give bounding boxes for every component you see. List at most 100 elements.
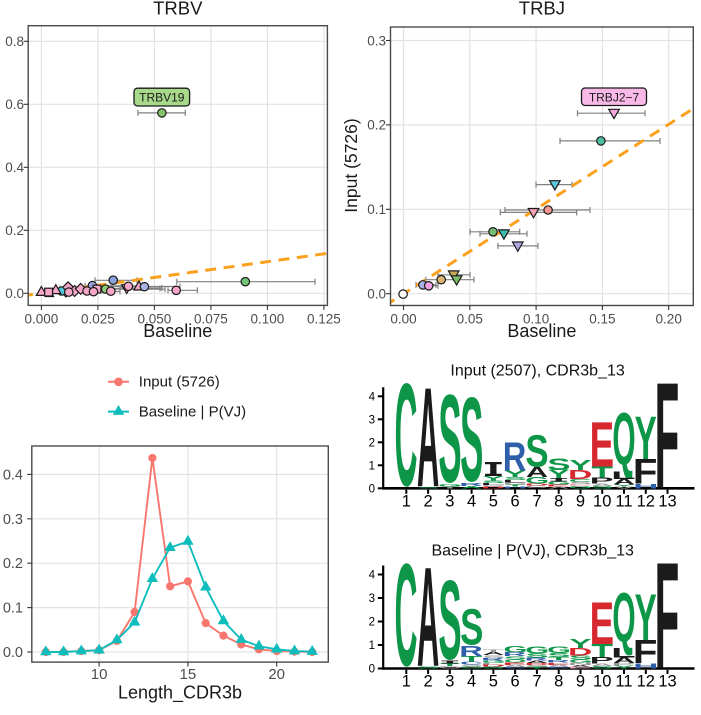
svg-text:6: 6 <box>511 492 520 510</box>
svg-text:S: S <box>504 476 527 481</box>
svg-text:0.20: 0.20 <box>656 312 682 327</box>
svg-text:6: 6 <box>511 672 520 690</box>
svg-text:Baseline: Baseline <box>507 321 576 341</box>
svg-text:S: S <box>525 426 548 476</box>
svg-text:Y: Y <box>504 469 526 479</box>
svg-text:L: L <box>502 479 527 483</box>
svg-text:G: G <box>482 485 506 487</box>
svg-text:A: A <box>569 664 592 667</box>
svg-text:E: E <box>590 410 614 481</box>
svg-text:C: C <box>460 661 483 666</box>
svg-text:0.10: 0.10 <box>523 312 549 327</box>
svg-text:10: 10 <box>593 672 611 690</box>
svg-text:D: D <box>524 662 548 665</box>
svg-text:E: E <box>503 662 527 666</box>
svg-text:R: R <box>481 657 505 661</box>
svg-text:0.4: 0.4 <box>5 160 24 175</box>
svg-text:E: E <box>568 666 592 669</box>
svg-text:2: 2 <box>423 672 432 690</box>
svg-text:4: 4 <box>369 391 376 403</box>
svg-text:D: D <box>524 483 548 486</box>
svg-text:Y: Y <box>482 475 504 482</box>
svg-text:L: L <box>611 646 636 661</box>
svg-text:0.0: 0.0 <box>367 287 386 302</box>
svg-text:S: S <box>547 652 570 658</box>
svg-text:0.2: 0.2 <box>5 223 24 238</box>
svg-text:8: 8 <box>554 492 563 510</box>
svg-text:G: G <box>438 483 462 487</box>
svg-text:T: T <box>439 486 462 489</box>
svg-text:T: T <box>591 640 613 661</box>
svg-text:T: T <box>548 656 570 661</box>
svg-text:0.1: 0.1 <box>3 601 23 617</box>
svg-text:7: 7 <box>532 672 541 690</box>
svg-text:0.00: 0.00 <box>390 312 416 327</box>
svg-text:5: 5 <box>489 672 498 690</box>
svg-text:0.15: 0.15 <box>589 312 615 327</box>
svg-text:V: V <box>614 486 635 489</box>
svg-text:A: A <box>417 358 439 517</box>
svg-text:S: S <box>460 599 483 656</box>
svg-text:0.0: 0.0 <box>3 645 23 661</box>
svg-text:T: T <box>439 663 462 667</box>
svg-text:0.050: 0.050 <box>138 312 172 327</box>
svg-text:Q: Q <box>612 399 635 482</box>
svg-text:A: A <box>613 656 635 665</box>
svg-text:TRBJ2−7: TRBJ2−7 <box>589 90 640 104</box>
svg-text:0.2: 0.2 <box>367 118 386 133</box>
svg-text:1: 1 <box>369 460 375 472</box>
svg-text:Input (2507), CDR3b_13: Input (2507), CDR3b_13 <box>450 363 624 380</box>
svg-text:0.3: 0.3 <box>3 512 23 528</box>
svg-text:H: H <box>633 482 658 489</box>
svg-text:Y: Y <box>613 665 635 670</box>
svg-text:0.000: 0.000 <box>25 312 59 327</box>
svg-text:2: 2 <box>369 437 375 449</box>
svg-text:T: T <box>461 655 483 664</box>
svg-text:G: G <box>503 482 527 485</box>
svg-text:4: 4 <box>369 570 376 582</box>
svg-text:Y: Y <box>569 636 591 651</box>
svg-text:TRBV: TRBV <box>153 0 203 18</box>
svg-text:0.1: 0.1 <box>367 202 386 217</box>
svg-text:P: P <box>611 662 635 666</box>
svg-text:C: C <box>569 478 592 483</box>
svg-text:3: 3 <box>369 414 375 426</box>
svg-text:C: C <box>395 354 418 517</box>
svg-text:C: C <box>395 534 418 697</box>
svg-text:H: H <box>633 662 658 670</box>
svg-text:A: A <box>526 464 548 480</box>
svg-text:C: C <box>525 485 548 489</box>
svg-text:D: D <box>568 646 592 658</box>
svg-text:2: 2 <box>369 617 375 629</box>
svg-text:1: 1 <box>369 640 375 652</box>
svg-text:S: S <box>460 372 483 506</box>
svg-text:A: A <box>591 663 613 667</box>
svg-text:G: G <box>460 666 484 669</box>
svg-text:G: G <box>525 475 549 485</box>
svg-text:Y: Y <box>635 406 657 473</box>
svg-text:A: A <box>461 485 483 489</box>
svg-text:Baseline | P(VJ), CDR3b_13: Baseline | P(VJ), CDR3b_13 <box>431 543 634 560</box>
svg-text:Y: Y <box>613 484 636 487</box>
svg-text:R: R <box>546 659 570 663</box>
svg-text:G: G <box>525 644 549 656</box>
svg-text:0.125: 0.125 <box>307 312 341 327</box>
svg-text:9: 9 <box>576 492 585 510</box>
svg-text:S: S <box>547 454 570 473</box>
svg-text:0.05: 0.05 <box>457 312 483 327</box>
svg-text:Baseline | P(VJ): Baseline | P(VJ) <box>139 403 246 420</box>
svg-text:4: 4 <box>467 492 476 510</box>
svg-text:N: N <box>568 662 593 666</box>
svg-text:L: L <box>481 482 506 485</box>
svg-text:A: A <box>591 483 613 487</box>
svg-text:D: D <box>481 665 505 668</box>
svg-text:F: F <box>655 532 680 700</box>
svg-text:G: G <box>438 665 462 669</box>
svg-text:C: C <box>503 666 526 669</box>
svg-text:10: 10 <box>593 492 611 510</box>
svg-text:5: 5 <box>489 492 498 510</box>
svg-text:G: G <box>482 660 506 664</box>
svg-text:R: R <box>525 657 549 662</box>
svg-text:1: 1 <box>402 492 411 510</box>
svg-text:1: 1 <box>402 672 411 690</box>
